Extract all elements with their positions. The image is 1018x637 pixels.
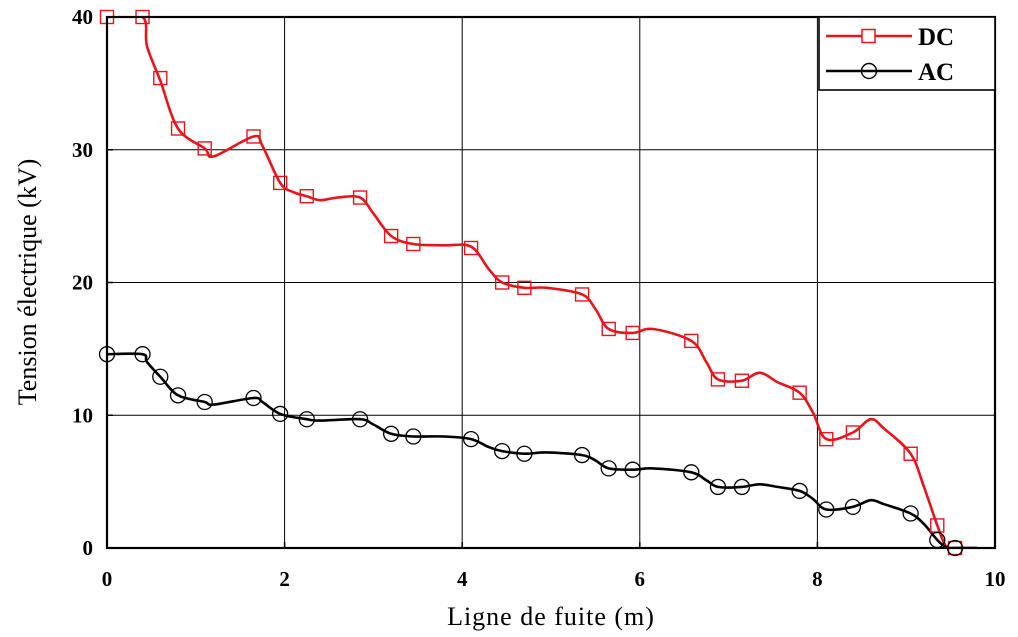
data-point-ac [516,445,533,462]
data-point-dc [197,141,212,156]
data-point-dc [574,287,590,302]
data-point-ac [733,478,751,496]
data-point-ac [462,430,480,448]
legend-label-ac: AC [918,59,954,86]
data-point-ac [298,411,315,428]
data-point-ac [600,460,617,477]
data-point-dc [463,240,479,256]
data-point-dc [734,373,750,388]
data-point-ac [709,478,727,496]
x-tick-label: 6 [635,567,646,591]
data-point-ac [383,425,400,442]
data-point-ac [844,498,862,515]
data-point-dc [383,228,399,244]
data-point-ac [683,464,700,481]
y-tick-label: 10 [72,403,93,427]
y-tick-label: 20 [72,271,93,295]
data-point-dc [792,385,807,400]
grid [107,17,995,548]
data-point-ac [902,505,919,522]
x-axis-title: Ligne de fuite (m) [447,602,655,631]
x-tick-label: 0 [102,567,113,591]
data-point-ac [405,428,422,445]
y-axis-title: Tension électrique (kV) [13,159,42,406]
data-point-dc [517,280,532,296]
data-point-dc [406,236,421,252]
data-point-ac [818,501,835,518]
data-point-ac [624,461,641,478]
y-tick-label: 30 [72,138,93,162]
x-tick-label: 4 [457,567,468,591]
legend-marker-ac [860,62,878,80]
data-point-dc [684,333,699,349]
legend-label-dc: DC [918,24,954,51]
x-tick-label: 8 [812,567,823,591]
x-tick-label: 2 [279,567,290,591]
data-point-ac [272,405,289,423]
data-point-dc [845,425,861,440]
data-point-dc [170,121,186,136]
data-point-ac [152,368,169,385]
legend: DC AC [818,16,996,91]
data-point-ac [791,482,808,500]
data-point-ac [573,446,591,464]
ticks: 0 2 4 6 8 10 0 10 20 30 40 [72,5,1006,591]
series-line-ac [107,352,978,548]
data-point-dc [625,325,640,341]
data-point-ac [351,411,369,428]
data-point-dc [494,275,510,290]
y-tick-label: 0 [83,536,94,560]
data-point-ac [196,393,213,411]
y-tick-label: 40 [72,5,93,29]
data-point-dc [601,321,616,337]
data-point-ac [245,389,262,407]
data-point-dc [710,372,726,387]
x-tick-label: 10 [985,567,1006,591]
legend-box [818,16,996,91]
data-point-dc [903,446,918,461]
data-point-dc [352,190,368,205]
data-point-dc [299,189,314,204]
data-point-dc [246,129,261,144]
data-point-dc [272,175,288,191]
legend-marker-dc [861,28,876,44]
data-point-ac [134,346,151,363]
data-point-dc [153,70,168,86]
data-point-ac [494,442,511,460]
data-point-dc [819,431,834,447]
data-point-ac [169,387,187,404]
